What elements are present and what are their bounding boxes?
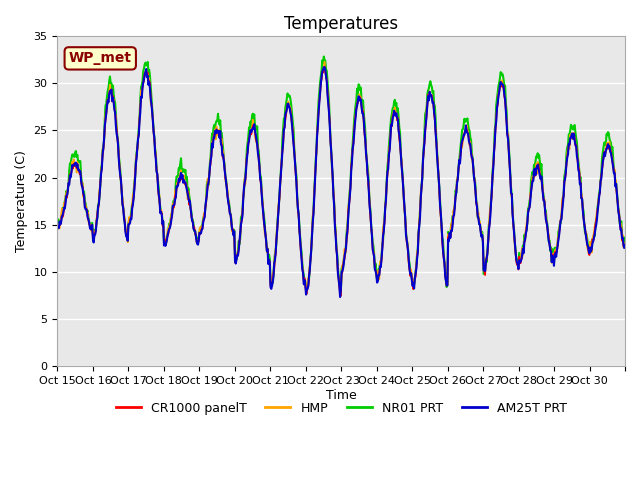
HMP	[225, 198, 232, 204]
NR01 PRT	[225, 197, 232, 203]
HMP	[433, 150, 441, 156]
NR01 PRT	[54, 218, 61, 224]
Line: CR1000 panelT: CR1000 panelT	[58, 67, 625, 296]
Text: WP_met: WP_met	[68, 51, 132, 65]
HMP	[274, 213, 282, 219]
Legend: CR1000 panelT, HMP, NR01 PRT, AM25T PRT: CR1000 panelT, HMP, NR01 PRT, AM25T PRT	[111, 396, 572, 420]
X-axis label: Time: Time	[326, 389, 356, 402]
HMP	[337, 290, 345, 296]
CR1000 panelT	[621, 244, 629, 250]
NR01 PRT	[320, 54, 328, 60]
HMP	[401, 215, 409, 221]
HMP	[54, 220, 61, 226]
AM25T PRT	[54, 225, 61, 231]
NR01 PRT	[120, 212, 128, 217]
CR1000 panelT	[54, 227, 61, 232]
HMP	[321, 59, 328, 64]
CR1000 panelT	[433, 151, 441, 157]
CR1000 panelT	[321, 64, 328, 70]
NR01 PRT	[433, 147, 441, 153]
NR01 PRT	[274, 214, 282, 220]
Y-axis label: Temperature (C): Temperature (C)	[15, 150, 28, 252]
AM25T PRT	[336, 294, 344, 300]
CR1000 panelT	[120, 215, 128, 221]
NR01 PRT	[253, 126, 260, 132]
AM25T PRT	[621, 242, 629, 248]
Line: HMP: HMP	[58, 61, 625, 293]
NR01 PRT	[337, 291, 345, 297]
CR1000 panelT	[225, 198, 232, 204]
AM25T PRT	[225, 200, 232, 206]
AM25T PRT	[321, 64, 328, 70]
HMP	[253, 140, 260, 146]
Line: NR01 PRT: NR01 PRT	[58, 57, 625, 294]
HMP	[621, 240, 629, 246]
AM25T PRT	[253, 137, 260, 143]
CR1000 panelT	[401, 215, 409, 221]
AM25T PRT	[433, 153, 441, 159]
CR1000 panelT	[274, 217, 282, 223]
Line: AM25T PRT: AM25T PRT	[58, 67, 625, 297]
AM25T PRT	[120, 215, 128, 221]
HMP	[120, 215, 128, 220]
AM25T PRT	[401, 215, 409, 220]
NR01 PRT	[621, 235, 629, 240]
CR1000 panelT	[253, 139, 260, 144]
CR1000 panelT	[337, 293, 345, 299]
NR01 PRT	[401, 215, 409, 220]
Title: Temperatures: Temperatures	[284, 15, 398, 33]
AM25T PRT	[274, 216, 282, 221]
